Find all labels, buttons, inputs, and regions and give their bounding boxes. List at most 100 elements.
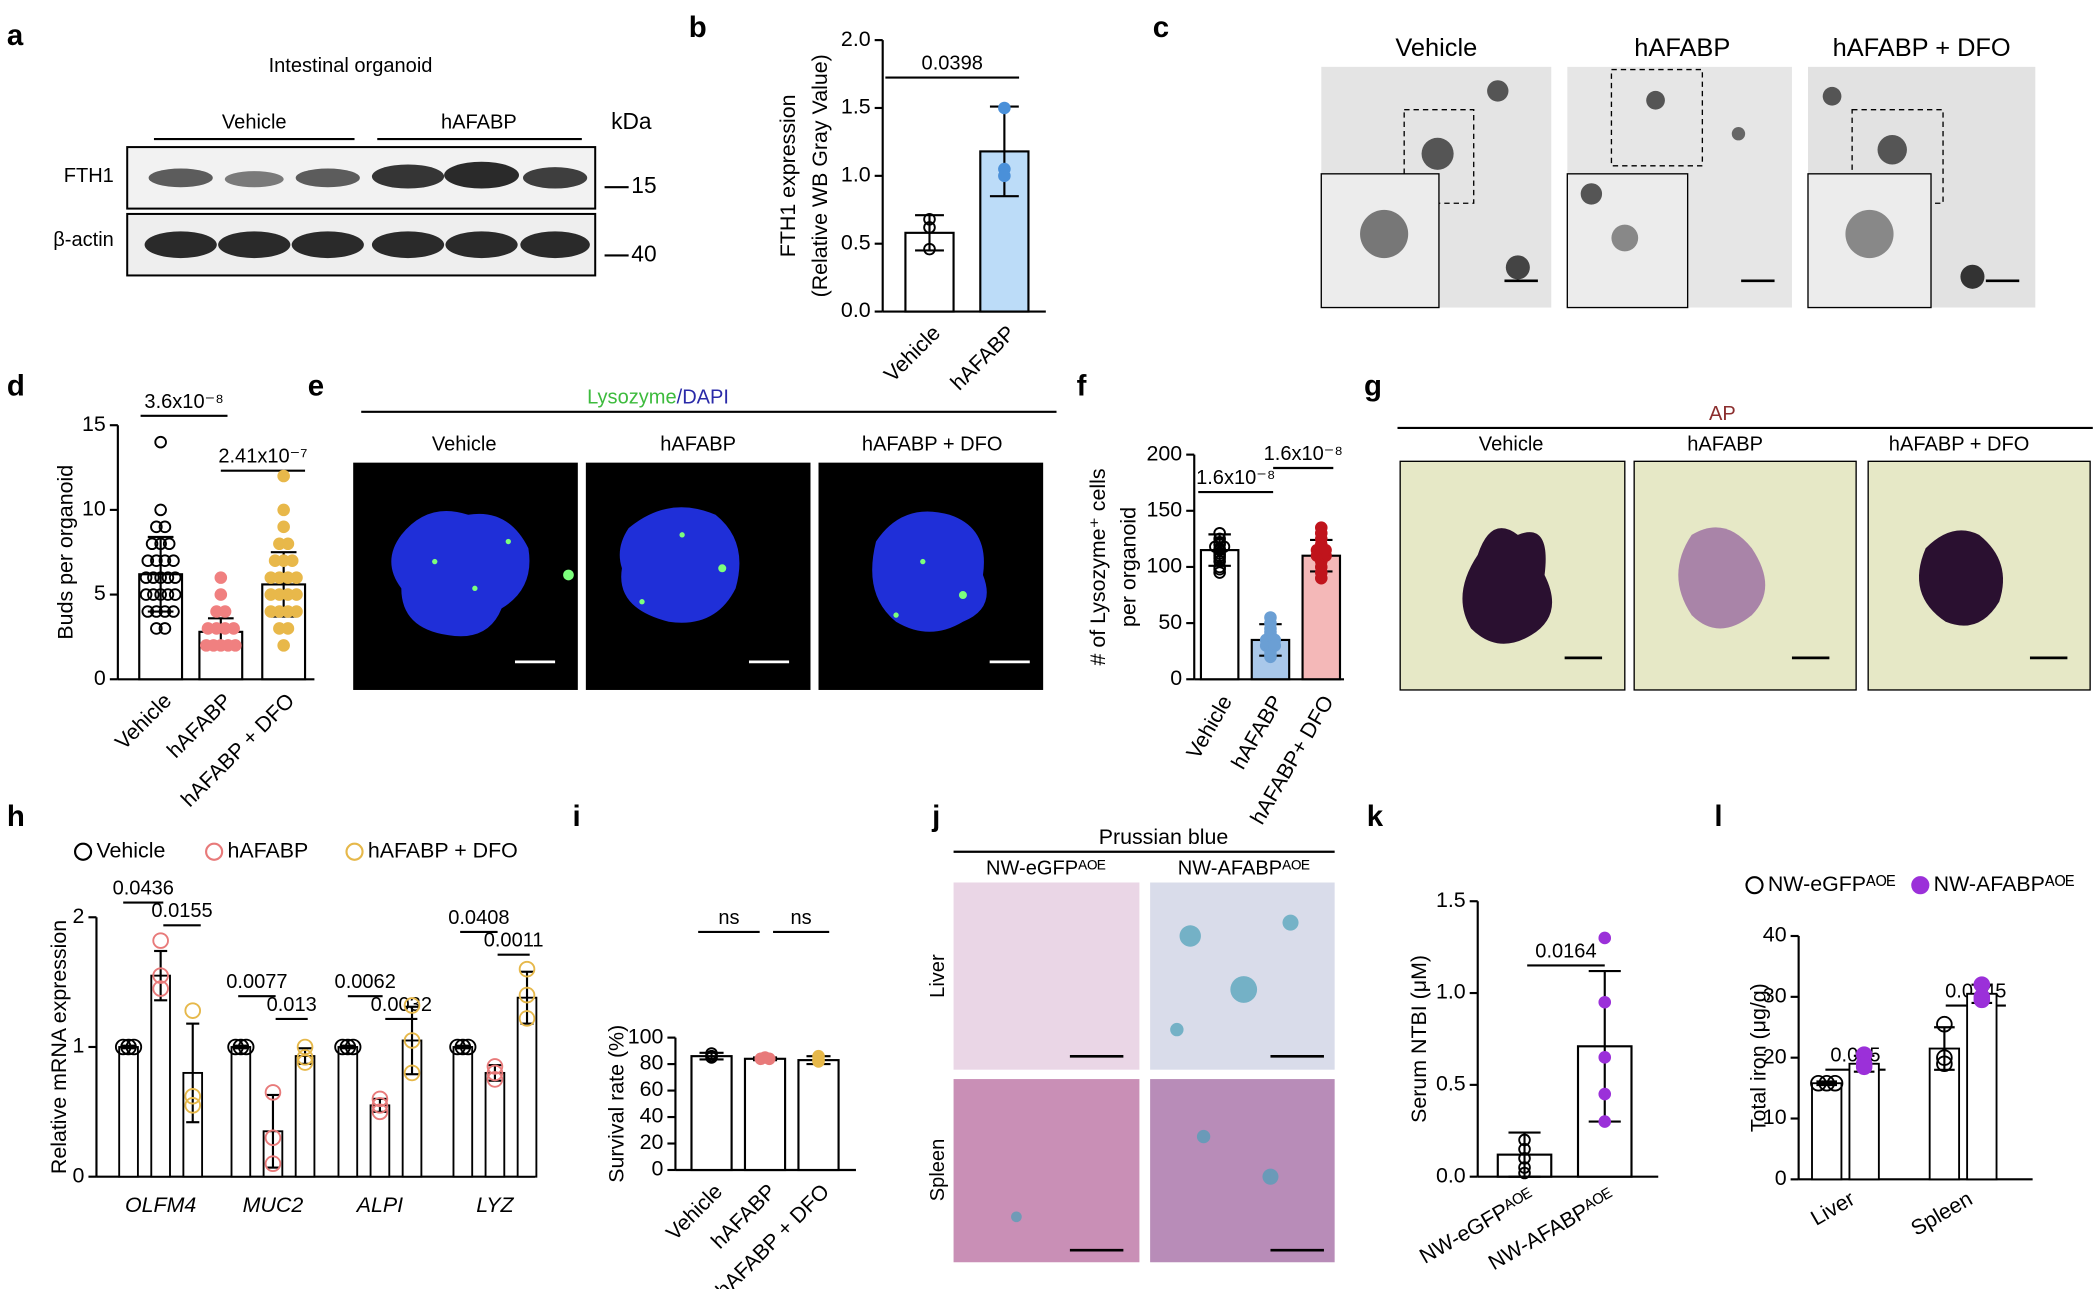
y-tick-label: 20 [640, 1130, 664, 1154]
legend-marker [205, 842, 224, 861]
data-point [277, 639, 290, 652]
data-point [296, 1054, 314, 1071]
y-tick-label: 1 [73, 1034, 85, 1058]
data-point [371, 1090, 389, 1108]
data-point [296, 1049, 314, 1066]
data-point [184, 1002, 202, 1019]
x-tick-label: ALPI [355, 1193, 403, 1217]
data-point [227, 622, 240, 635]
data-point [1973, 991, 1991, 1009]
group-label: Vehicle [222, 111, 287, 133]
data-point [150, 554, 163, 567]
blot-title: Intestinal organoid [269, 55, 433, 77]
row-label: β-actin [53, 229, 114, 251]
data-point [998, 169, 1011, 183]
row-label: Spleen [927, 1139, 949, 1201]
y-axis-label: Buds per organoid [54, 465, 78, 640]
data-point [1518, 1161, 1531, 1174]
data-point [264, 1084, 282, 1101]
data-point [486, 1064, 504, 1082]
data-point [1818, 1074, 1836, 1092]
data-point [277, 520, 290, 534]
data-point [1936, 1049, 1953, 1066]
panel-a: Intestinal organoid Vehicle hAFABP kDa F… [53, 55, 657, 277]
y-axis-label: Survival rate (%) [605, 1025, 629, 1183]
data-point [139, 571, 153, 584]
legend-marker [1911, 876, 1930, 895]
marker-label: 15 [631, 172, 656, 198]
y-tick-label: 20 [1763, 1044, 1787, 1068]
data-point [154, 588, 167, 601]
data-point [125, 1038, 143, 1056]
panel-label: l [1714, 800, 1722, 833]
data-point [1518, 1166, 1531, 1180]
panel-label: j [931, 800, 940, 833]
y-tick-label: 150 [1147, 497, 1183, 521]
data-point [1826, 1074, 1844, 1092]
p-value: 0.0062 [335, 971, 396, 993]
panel-label: f [1077, 370, 1087, 403]
data-point [1810, 1074, 1827, 1092]
y-tick-label: 1.5 [1436, 888, 1466, 912]
data-point [812, 1055, 825, 1068]
y-tick-label: 0 [1775, 1166, 1787, 1190]
data-point [150, 605, 163, 618]
y-tick-label: 0 [73, 1163, 85, 1187]
data-point [214, 571, 228, 584]
data-point [290, 605, 303, 618]
data-point [139, 588, 153, 601]
x-tick-label: OLFM4 [125, 1193, 196, 1217]
p-value: 0.0164 [1535, 940, 1596, 962]
legend-label: hAFABP + DFO [368, 838, 518, 862]
data-point [232, 1038, 250, 1056]
panel-label: i [572, 800, 580, 833]
panel-label: d [7, 370, 25, 403]
y-tick-label: 80 [640, 1051, 664, 1075]
y-tick-label: 1.0 [841, 162, 871, 186]
p-value: ns [718, 907, 739, 929]
data-point [285, 554, 299, 567]
data-point [923, 212, 936, 226]
p-value: 2.41x10⁻⁷ [218, 446, 307, 468]
y-tick-label: 40 [640, 1104, 664, 1128]
y-axis-label: per organoid [1117, 507, 1141, 627]
panel-label: g [1364, 370, 1382, 403]
x-tick-label: Vehicle [879, 321, 945, 387]
y-tick-label: 0 [652, 1157, 664, 1181]
legend-marker [73, 842, 93, 861]
data-point [1936, 1015, 1953, 1033]
data-point [120, 1038, 137, 1056]
p-value: 0.0011 [484, 930, 544, 952]
bar [484, 1071, 506, 1178]
y-axis-label: Relative mRNA expression [47, 920, 71, 1174]
group-label: hAFABP [441, 111, 517, 133]
unit-label: kDa [611, 108, 652, 134]
bar [797, 1059, 840, 1172]
p-value: 0.0032 [371, 994, 432, 1016]
p-value: 0.0408 [448, 907, 509, 929]
bar [1848, 1062, 1880, 1181]
panel-g: AP Vehicle hAFABP hAFABP + DFO [1397, 403, 2093, 691]
micrographs [1320, 66, 2036, 309]
data-point [403, 997, 421, 1014]
legend-label: Vehicle [96, 838, 165, 862]
legend-label: NW-eGFPᴬᴼᴱ [1768, 872, 1896, 896]
p-value: 0.0398 [922, 52, 983, 74]
data-point [1518, 1152, 1531, 1165]
data-point [998, 101, 1011, 115]
column-label: Vehicle [1395, 34, 1477, 62]
counterstain: /DAPI [677, 387, 729, 409]
data-point [281, 622, 295, 635]
bar [337, 1046, 359, 1178]
data-point [518, 986, 536, 1004]
data-point [923, 221, 936, 234]
data-point [1598, 931, 1612, 945]
x-tick-label: hAFABP [946, 321, 1020, 395]
y-axis-label: # of Lysozyme⁺ cells [1086, 468, 1110, 665]
bar [1199, 549, 1240, 681]
bar [294, 1055, 316, 1178]
y-axis-label: FTH1 expression [776, 94, 800, 257]
column-label: hAFABP [1687, 434, 1763, 456]
bar [1966, 992, 1998, 1181]
